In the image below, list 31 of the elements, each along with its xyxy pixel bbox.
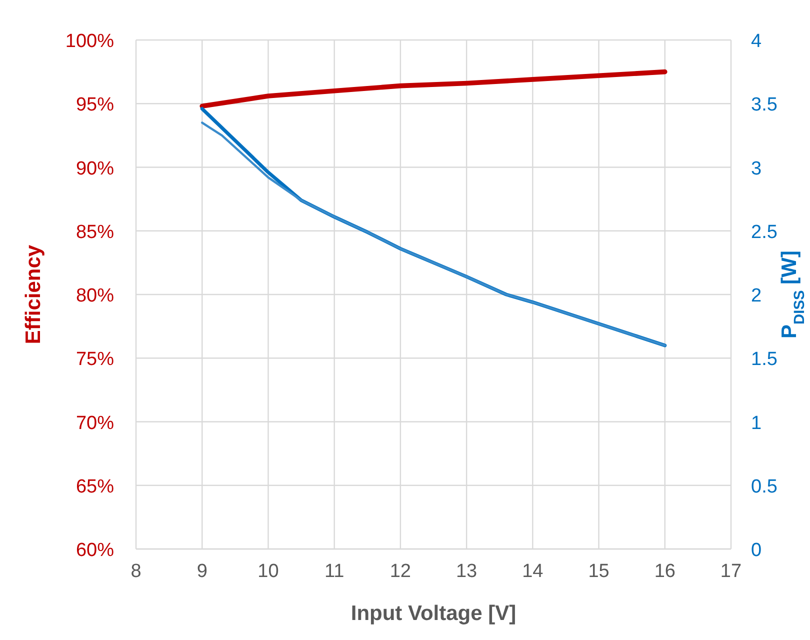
x-tick-label: 17 [720,561,742,582]
y2-tick-label: 2 [751,286,762,306]
y-tick-label: 80% [76,286,114,306]
x-tick-label: 13 [456,561,478,582]
y-tick-label: 75% [76,349,114,370]
x-tick-label: 11 [324,561,344,582]
x-tick-label: 9 [196,561,208,582]
x-tick-label: 8 [130,561,142,582]
y2-tick-label: 1 [751,412,762,434]
x-tick-label: 16 [654,561,676,582]
y-tick-label: 100% [65,31,114,52]
y-axis-title: Efficiency [22,244,45,344]
x-axis-title: Input Voltage [V] [350,602,516,625]
y2-tick-label: 0.5 [751,476,778,498]
y-tick-label: 65% [76,476,114,498]
y2-tick-label: 4 [751,31,762,52]
y-tick-label: 85% [76,222,114,243]
y2-tick-label: 2.5 [751,222,778,243]
y2-tick-label: 3 [751,158,762,180]
y-tick-label: 90% [76,158,114,180]
x-tick-label: 15 [588,561,610,582]
y-tick-label: 60% [76,540,114,561]
y2-tick-label: 1.5 [751,349,778,370]
x-tick-label: 14 [522,561,544,582]
line-series [200,69,668,109]
x-tick-label: 10 [258,561,279,582]
y-tick-label: 95% [76,94,114,116]
y2-tick-label: 3.5 [751,94,778,116]
x-tick-label: 12 [390,561,412,582]
y2-tick-label: 0 [751,540,762,561]
y-tick-label: 70% [76,412,114,434]
